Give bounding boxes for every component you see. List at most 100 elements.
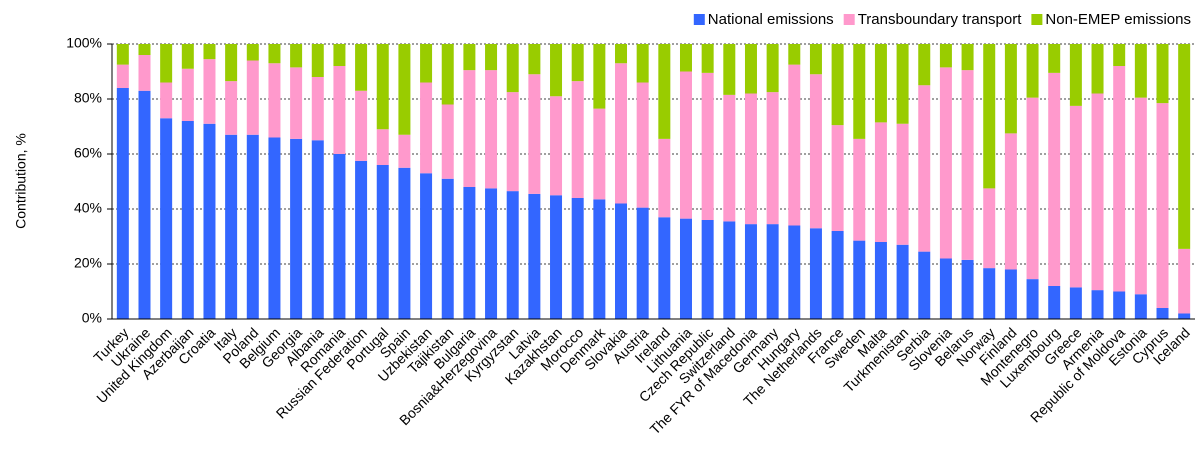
bar-segment	[246, 44, 259, 61]
bar-segment	[658, 44, 671, 139]
legend-label: National emissions	[708, 11, 834, 28]
y-tick-label: 40%	[74, 200, 102, 216]
bar-segment	[1178, 44, 1191, 249]
y-axis-label: Contribution, %	[13, 133, 29, 229]
legend-label: Transboundary transport	[858, 11, 1023, 28]
bar-segment	[1069, 44, 1082, 106]
bar-segment	[225, 134, 238, 319]
bar-segment	[853, 138, 866, 241]
bar-segment	[831, 231, 844, 319]
bar-segment	[744, 44, 757, 94]
bar-segment	[1048, 286, 1061, 319]
bar-segment	[701, 72, 714, 220]
bar-segment	[896, 244, 909, 319]
bar-segment	[160, 44, 173, 83]
bar-segment	[766, 92, 779, 225]
bar-segment	[788, 64, 801, 226]
bar-segment	[636, 82, 649, 208]
bar-segment	[485, 70, 498, 189]
bar-segment	[1156, 44, 1169, 104]
bar-segment	[766, 44, 779, 93]
bar-segment	[138, 44, 151, 55]
bar-segment	[463, 187, 476, 319]
bar-segment	[398, 134, 411, 168]
bar-segment	[1156, 103, 1169, 308]
bar-segment	[333, 44, 346, 66]
bar-segment	[181, 44, 194, 69]
bar-segment	[853, 240, 866, 319]
y-tick-label: 80%	[74, 90, 102, 106]
bar-segment	[918, 85, 931, 252]
y-tick-label: 100%	[66, 35, 102, 51]
bar-segment	[983, 44, 996, 189]
bar-segment	[203, 123, 216, 319]
bar-segment	[961, 70, 974, 260]
bar-segment	[1091, 93, 1104, 291]
bar-segment	[528, 74, 541, 194]
bar-segment	[550, 195, 563, 319]
bar-segment	[1004, 44, 1017, 134]
legend-label: Non-EMEP emissions	[1045, 11, 1191, 28]
bar-segment	[831, 125, 844, 231]
bar-segment	[528, 193, 541, 319]
bar-segment	[1004, 269, 1017, 319]
bar-segment	[290, 138, 303, 319]
bar-segment	[116, 88, 129, 319]
bar-segment	[1134, 44, 1147, 98]
bar-segment	[398, 44, 411, 135]
bar-segment	[961, 259, 974, 319]
bar-segment	[311, 77, 324, 141]
bar-segment	[809, 74, 822, 229]
bar-segment	[376, 165, 389, 319]
bar-segment	[1178, 313, 1191, 319]
bar-segment	[1156, 308, 1169, 319]
bar-segment	[1091, 290, 1104, 319]
bar-segment	[398, 167, 411, 319]
bar-segment	[181, 121, 194, 319]
bar-segment	[636, 44, 649, 83]
bar-segment	[528, 44, 541, 75]
bar-segment	[485, 44, 498, 71]
bar-segment	[788, 225, 801, 319]
bar-segment	[355, 160, 368, 319]
bar-segment	[961, 44, 974, 71]
bar-segment	[506, 44, 519, 93]
legend-swatch	[843, 14, 855, 25]
bar-segment	[1113, 291, 1126, 319]
bar-segment	[896, 123, 909, 245]
bar-segment	[1113, 66, 1126, 292]
bar-segment	[311, 140, 324, 319]
bar-segment	[939, 44, 952, 68]
bar-segment	[571, 44, 584, 82]
y-tick-label: 0%	[82, 310, 102, 326]
legend-swatch	[693, 14, 705, 25]
bar-segment	[658, 217, 671, 319]
bar-segment	[225, 81, 238, 135]
bar-segment	[441, 104, 454, 179]
bar-segment	[246, 60, 259, 135]
bar-segment	[593, 199, 606, 319]
bar-segment	[723, 94, 736, 222]
bar-segment	[333, 154, 346, 319]
bar-segment	[116, 64, 129, 88]
bar-segment	[874, 44, 887, 123]
bar-segment	[853, 44, 866, 139]
bar-segment	[723, 44, 736, 95]
bar-segment	[1048, 44, 1061, 73]
bar-segment	[679, 218, 692, 319]
bar-segment	[160, 82, 173, 119]
bar-segment	[615, 203, 628, 319]
bar-segment	[506, 191, 519, 319]
bar-segment	[874, 122, 887, 242]
bar-segment	[1026, 279, 1039, 319]
bar-segment	[1069, 287, 1082, 319]
bar-segment	[809, 44, 822, 75]
bar-segment	[420, 44, 433, 83]
bar-segment	[615, 44, 628, 64]
bar-segment	[268, 137, 281, 319]
bar-segment	[355, 44, 368, 91]
bar-segment	[550, 96, 563, 196]
bar-segment	[831, 44, 844, 126]
bar-segment	[506, 92, 519, 192]
bar-segment	[420, 82, 433, 174]
